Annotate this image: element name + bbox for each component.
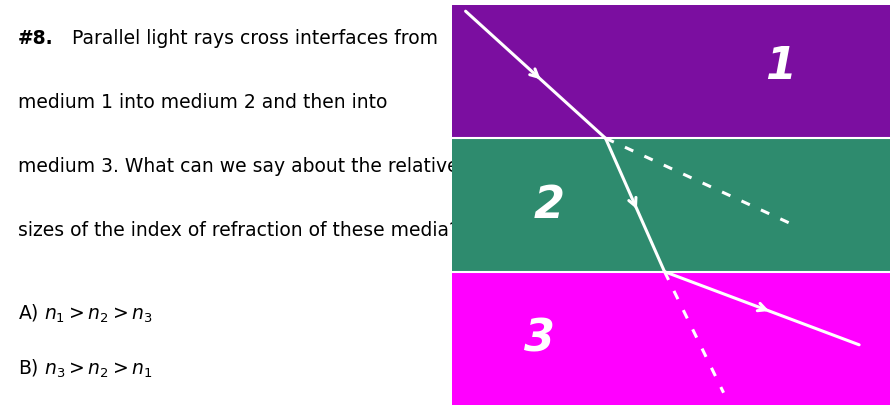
Text: medium 3. What can we say about the relative: medium 3. What can we say about the rela… (18, 157, 459, 176)
Text: medium 1 into medium 2 and then into: medium 1 into medium 2 and then into (18, 93, 387, 112)
Text: 1: 1 (765, 45, 796, 88)
Text: 3: 3 (524, 317, 556, 360)
Text: 2: 2 (533, 184, 564, 227)
Bar (452, 6, 890, 139)
Text: #8.: #8. (18, 29, 54, 48)
Text: Parallel light rays cross interfaces from: Parallel light rays cross interfaces fro… (65, 29, 437, 48)
Bar (452, 272, 890, 405)
Text: A) $n_1 > n_2 > n_3$: A) $n_1 > n_2 > n_3$ (18, 301, 153, 324)
Bar (452, 139, 890, 272)
Text: B) $n_3 > n_2 > n_1$: B) $n_3 > n_2 > n_1$ (18, 357, 153, 380)
Text: sizes of the index of refraction of these media?: sizes of the index of refraction of thes… (18, 221, 459, 240)
